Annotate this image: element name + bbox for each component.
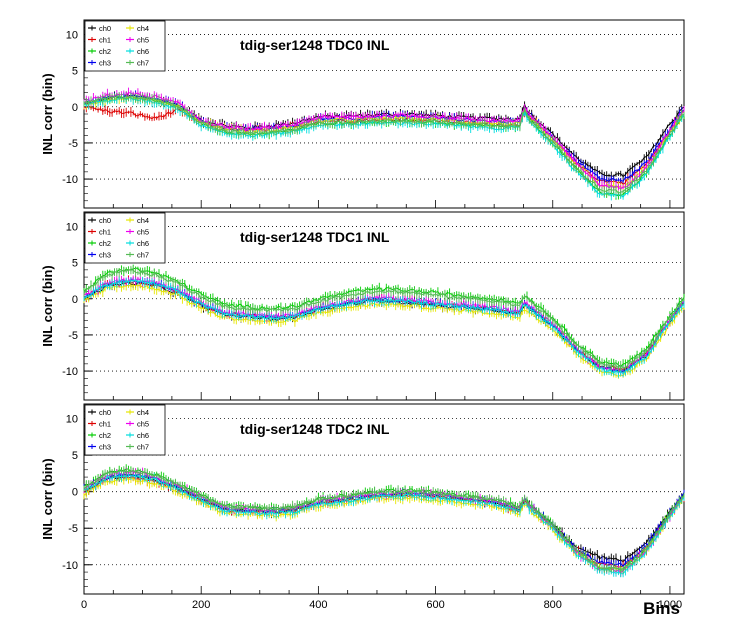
y-axis-ticks: 10 5 0 -5 -10: [62, 211, 92, 401]
series-ch7-line: [83, 469, 685, 571]
legend-label-ch0: ch0: [99, 24, 111, 33]
x-axis-label: Bins: [643, 599, 680, 618]
legend-label-ch4: ch4: [137, 408, 149, 417]
series-ch6-line: [83, 474, 685, 575]
y-tick-label: -5: [68, 523, 78, 535]
x-tick-label: 1000: [658, 599, 682, 611]
chart-title: tdig-ser1248 TDC1 INL: [240, 229, 390, 245]
legend: ch0 ch1 ch2 ch3 ch4 ch5 ch6 ch7: [84, 404, 166, 456]
y-tick-label: 0: [72, 294, 78, 306]
legend-box: [84, 212, 166, 264]
y-tick-label: 5: [72, 258, 78, 270]
y-tick-label: 0: [72, 487, 78, 499]
legend-label-ch5: ch5: [137, 36, 149, 45]
x-tick-label: 0: [81, 599, 87, 611]
legend-label-ch6: ch6: [137, 431, 149, 440]
x-tick-label: 600: [426, 599, 444, 611]
legend-label-ch1: ch1: [99, 228, 111, 237]
series-group: [83, 87, 685, 201]
legend-label-ch2: ch2: [99, 239, 111, 248]
chart-title: tdig-ser1248 TDC2 INL: [240, 421, 390, 437]
series-ch4-line: [83, 95, 685, 190]
y-axis-label: INL corr (bin): [40, 265, 55, 346]
y-tick-label: 0: [72, 102, 78, 114]
legend-label-ch4: ch4: [137, 216, 149, 225]
y-tick-label: -10: [62, 560, 78, 572]
legend: ch0 ch1 ch2 ch3 ch4 ch5 ch6 ch7: [84, 212, 166, 264]
legend-label-ch0: ch0: [99, 216, 111, 225]
y-tick-label: -5: [68, 138, 78, 150]
series-group: [83, 464, 685, 578]
panel-tdc2: 10 5 0 -5 -10 0 200 400 600 800 1000 tdig-ser1248…: [40, 403, 685, 618]
y-tick-label: 10: [66, 414, 78, 426]
panel-tdc1: 10 5 0 -5 -10 tdig-ser1248 TDC1 INL INL corr…: [40, 211, 685, 401]
legend-label-ch5: ch5: [137, 228, 149, 237]
legend-label-ch1: ch1: [99, 36, 111, 45]
legend-label-ch6: ch6: [137, 47, 149, 56]
legend-label-ch1: ch1: [99, 420, 111, 429]
legend-label-ch6: ch6: [137, 239, 149, 248]
x-axis-ticks: 0 200 400 600 800 1000: [81, 586, 682, 611]
x-axis-ticks: [83, 392, 671, 400]
series-ch7-line: [83, 269, 685, 369]
y-axis-label: INL corr (bin): [40, 73, 55, 154]
y-tick-label: -10: [62, 174, 78, 186]
series-ch6-line: [83, 279, 685, 375]
chart-title: tdig-ser1248 TDC0 INL: [240, 37, 390, 53]
x-axis-ticks: [83, 200, 671, 208]
legend-label-ch3: ch3: [99, 443, 111, 452]
y-tick-label: 10: [66, 221, 78, 233]
legend-label-ch3: ch3: [99, 251, 111, 260]
legend-label-ch7: ch7: [137, 251, 149, 260]
legend-label-ch2: ch2: [99, 431, 111, 440]
legend-label-ch7: ch7: [137, 59, 149, 68]
legend-label-ch2: ch2: [99, 47, 111, 56]
series-group: [83, 264, 685, 379]
legend-label-ch0: ch0: [99, 408, 111, 417]
series-ch4-line: [83, 476, 685, 573]
y-tick-label: -10: [62, 366, 78, 378]
legend-label-ch5: ch5: [137, 420, 149, 429]
x-tick-label: 400: [309, 599, 327, 611]
legend: ch0 ch1 ch2 ch3 ch4 ch5 ch6 ch7: [84, 20, 166, 72]
y-tick-label: -5: [68, 330, 78, 342]
legend-box: [84, 20, 166, 72]
y-axis-label: INL corr (bin): [40, 458, 55, 539]
legend-label-ch4: ch4: [137, 24, 149, 33]
x-tick-label: 200: [192, 599, 210, 611]
legend-box: [84, 404, 166, 456]
series-ch7-line: [83, 95, 685, 194]
y-tick-label: 10: [66, 29, 78, 41]
y-tick-label: 5: [72, 66, 78, 78]
series-ch5-line: [83, 91, 685, 190]
x-tick-label: 800: [544, 599, 562, 611]
panel-tdc0: 10 5 0 -5 -10 tdig-ser1248 TDC0 INL INL corr…: [40, 19, 685, 209]
legend-label-ch7: ch7: [137, 443, 149, 452]
y-tick-label: 5: [72, 450, 78, 462]
legend-label-ch3: ch3: [99, 59, 111, 68]
